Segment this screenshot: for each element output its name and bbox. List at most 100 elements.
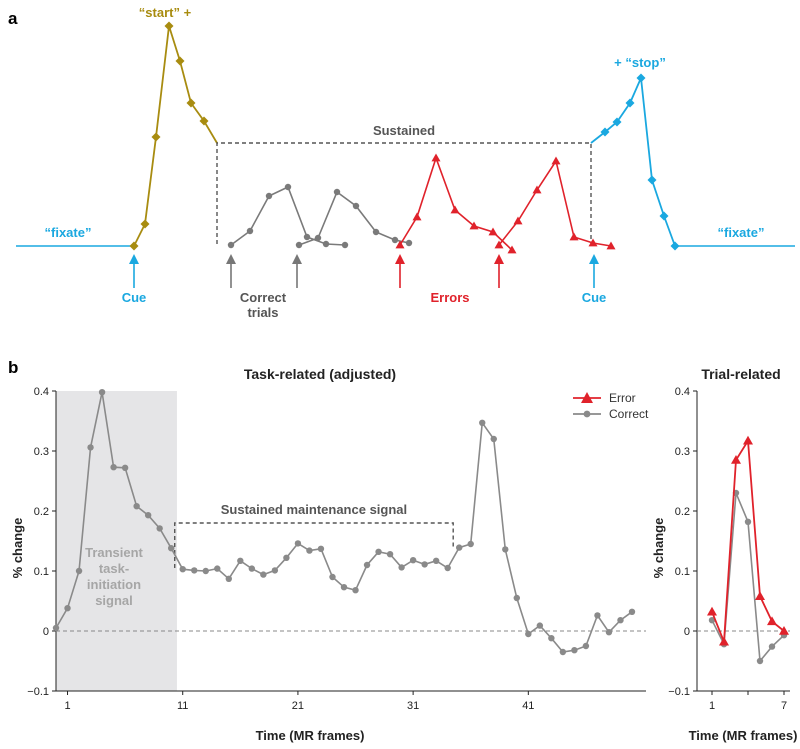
start-point-6: [199, 116, 209, 126]
main-y-tick-label-2: 0.1: [34, 566, 49, 578]
error-trial-curves: [395, 153, 616, 254]
trial-y-axis-label: % change: [651, 518, 666, 579]
fixate-right-label: “fixate”: [718, 225, 765, 240]
error-trial-1-point-4: [569, 232, 579, 241]
correct-point-25: [340, 584, 348, 591]
trial-y-tick-label-1: 0: [684, 626, 690, 638]
trial-correct-point-0: [708, 617, 716, 624]
start-point-5: [186, 98, 196, 108]
legend-correct-label: Correct: [609, 407, 649, 421]
correct-point-31: [409, 557, 417, 564]
error-trial-0-point-1: [412, 212, 422, 221]
correct-point-39: [502, 546, 509, 553]
error-arrow-2: [494, 254, 504, 288]
trial-error-point-2: [731, 455, 741, 464]
correct-point-45: [571, 647, 578, 654]
correct-point-18: [260, 571, 267, 578]
panel-a-letter: a: [8, 9, 18, 28]
trial-related-chart: Trial-related Time (MR frames) % change …: [651, 366, 797, 743]
trial-error-line: [711, 438, 785, 643]
start-point-0: [129, 241, 139, 251]
stop-point-2: [625, 98, 635, 108]
correct-point-19: [271, 567, 279, 574]
correct-point-41: [525, 630, 532, 638]
panel-b-letter: b: [8, 358, 18, 377]
error-trial-1-point-6: [606, 241, 616, 250]
main-y-axis-label: % change: [10, 518, 25, 579]
correct-point-8: [144, 512, 152, 519]
error-trial-line-0: [399, 155, 513, 251]
legend-error-marker: [581, 392, 593, 403]
correct-point-29: [386, 551, 394, 558]
start-point-2: [151, 132, 161, 142]
correct-point-28: [375, 548, 382, 555]
correct-trial-1-point-4: [372, 228, 380, 236]
transient-label-line1: Transient: [85, 545, 143, 560]
sustained-label: Sustained: [373, 123, 435, 138]
correct-point-16: [237, 557, 244, 564]
stop-label: + “stop”: [614, 55, 666, 70]
transient-label-line2: task-: [99, 561, 129, 576]
correct-point-20: [283, 554, 290, 561]
correct-point-22: [306, 547, 313, 554]
error-trial-1-point-2: [532, 185, 542, 194]
correct-point-34: [444, 564, 451, 572]
trial-x-axis-label: Time (MR frames): [689, 728, 798, 743]
trial-x-tick-label-2: 7: [781, 700, 787, 712]
stop-point-5: [659, 211, 669, 221]
fixate-left-label: “fixate”: [45, 225, 92, 240]
trial-y-tick-label-0: −0.1: [668, 686, 690, 698]
correct-point-5: [110, 464, 117, 471]
correct-trial-0-point-3: [284, 183, 292, 191]
legend: Error Correct: [573, 391, 649, 421]
correct-trial-1-point-3: [352, 202, 360, 210]
correct-trial-1-point-0: [295, 241, 303, 249]
correct-point-46: [582, 642, 590, 650]
legend-error-label: Error: [609, 391, 636, 405]
correct-point-50: [628, 608, 636, 615]
correct-point-2: [75, 567, 83, 575]
stop-curve: [590, 73, 680, 251]
sustained-maintenance-label: Sustained maintenance signal: [221, 502, 407, 517]
main-chart-title: Task-related (adjusted): [244, 366, 396, 382]
error-trial-0-point-2: [431, 153, 441, 162]
trial-error-point-6: [779, 626, 789, 635]
main-x-axis-label: Time (MR frames): [256, 728, 365, 743]
correct-trial-1-point-5: [391, 236, 399, 244]
correct-point-47: [594, 612, 601, 619]
correct-trial-0-point-1: [246, 227, 254, 235]
main-y-tick-label-5: 0.4: [34, 386, 49, 398]
trial-y-tick-label-2: 0.1: [675, 566, 690, 578]
correct-arrow-1: [226, 254, 236, 288]
cue-right-arrow: [589, 254, 599, 288]
start-point-4: [175, 56, 185, 66]
correct-point-35: [456, 544, 463, 551]
correct-point-40: [513, 594, 520, 602]
error-trial-0-point-6: [507, 245, 517, 254]
transient-label-line3: initiation: [87, 577, 141, 592]
correct-point-15: [225, 575, 232, 582]
correct-point-6: [121, 464, 129, 471]
start-point-1: [140, 219, 150, 229]
correct-point-42: [536, 622, 544, 629]
legend-correct-marker: [583, 410, 591, 418]
error-trial-0-point-3: [450, 205, 460, 214]
trial-correct-point-4: [756, 657, 764, 665]
transient-shaded-region: [56, 391, 177, 691]
stop-point-3: [636, 73, 646, 83]
panel-b: b Transient task- initiation signal Task…: [8, 358, 797, 743]
transient-label-line4: signal: [95, 593, 133, 608]
correct-point-33: [432, 557, 440, 564]
stop-point-6: [670, 241, 680, 251]
task-related-chart: Transient task- initiation signal Task-r…: [10, 366, 649, 743]
error-trial-1-point-5: [588, 238, 598, 247]
trial-error-point-1: [719, 636, 729, 646]
main-x-tick-label-0: 1: [64, 700, 70, 712]
correct-trial-0-point-0: [227, 241, 235, 249]
correct-point-4: [98, 389, 106, 396]
cue-left-arrow: [129, 254, 139, 288]
errors-label: Errors: [430, 290, 469, 305]
trial-correct-point-3: [744, 518, 752, 525]
correct-trial-0-point-4: [303, 233, 311, 241]
